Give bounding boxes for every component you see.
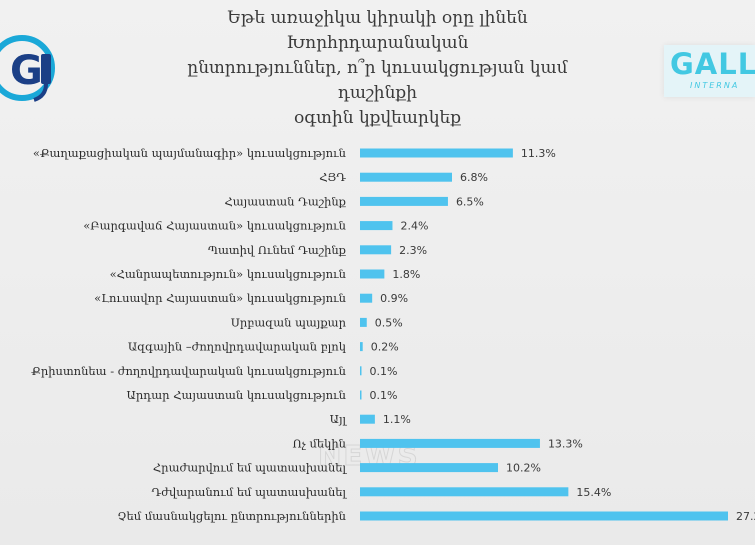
logo-mic-arc — [33, 83, 48, 102]
bar — [360, 269, 385, 279]
bar — [360, 390, 362, 400]
title-line-2: ընտրություններ, ո՞ր կուսակցության կամ դա… — [187, 58, 568, 103]
gallup-logo: GALL INTERNA — [664, 45, 755, 97]
value-label: 2.4% — [400, 220, 428, 233]
value-label: 0.1% — [370, 389, 398, 402]
category-label: Ազգային –ժողովրդավարական բլոկ — [128, 340, 346, 354]
bar — [360, 221, 393, 231]
value-label: 27.2% — [736, 510, 755, 523]
bar — [360, 438, 540, 448]
category-label: ՀՅԴ — [319, 170, 346, 184]
category-label: Չեմ մասնակցելու ընտրություններին — [117, 509, 346, 523]
bar — [360, 293, 373, 303]
chart-title: Եթե առաջիկա կիրակի օրը լինեն Խորհրդարանա… — [150, 6, 605, 131]
bar — [360, 487, 569, 497]
category-label: Քրիստոնեա - ժողովրդավարական կուսակցությո… — [31, 364, 346, 378]
bar — [360, 172, 452, 182]
bar — [360, 245, 392, 255]
category-label: Այլ — [330, 412, 348, 426]
value-label: 13.3% — [548, 437, 583, 450]
bar — [360, 196, 448, 206]
category-label: Ոչ մեկին — [292, 436, 346, 450]
value-label: 0.5% — [375, 316, 403, 329]
logo-bar — [41, 54, 51, 84]
category-label: «Լուսավոր Հայաստան» կուսակցություն — [94, 291, 346, 305]
value-label: 11.3% — [521, 147, 556, 160]
bar — [360, 511, 728, 521]
gallup-logo-word: GALL — [670, 47, 755, 81]
category-label: Դժվարանում եմ պատասխանել — [152, 485, 348, 499]
value-label: 6.5% — [456, 195, 484, 208]
value-label: 15.4% — [576, 486, 611, 499]
gi-logo: G — [0, 35, 55, 102]
category-label: «Հանրապետություն» կուսակցություն — [110, 267, 346, 281]
logo-letter: G — [10, 48, 43, 94]
category-label: «Քաղաքացիական պայմանագիր» կուսակցություն — [33, 146, 346, 160]
value-label: 1.1% — [383, 413, 411, 426]
category-label: Պատիվ Ունեմ Դաշինք — [208, 243, 347, 257]
gallup-logo-sub: INTERNA — [690, 81, 740, 90]
bar — [360, 148, 513, 158]
title-line-3: օգտին կքվեարկեք — [293, 108, 462, 128]
category-label: Սրբազան պայքար — [231, 315, 347, 329]
category-label: Հայաստան Դաշինք — [225, 194, 347, 208]
logo-ring — [0, 35, 55, 101]
category-label: Հրաժարվում եմ պատասխանել — [153, 461, 348, 475]
bar — [360, 342, 363, 352]
value-label: 2.3% — [399, 244, 427, 257]
value-label: 10.2% — [506, 462, 541, 475]
bar — [360, 463, 498, 473]
value-label: 0.2% — [371, 341, 399, 354]
bar — [360, 366, 362, 376]
value-label: 0.1% — [370, 365, 398, 378]
bar — [360, 317, 367, 327]
bar — [360, 414, 375, 424]
category-label: Արդար Հայաստան կուսակցություն — [127, 388, 346, 402]
category-label: «Բարգավաճ Հայաստան» կուսակցություն — [83, 219, 346, 233]
value-label: 6.8% — [460, 171, 488, 184]
value-label: 0.9% — [380, 292, 408, 305]
title-line-1: Եթե առաջիկա կիրակի օրը լինեն Խորհրդարանա… — [227, 8, 528, 53]
value-label: 1.8% — [392, 268, 420, 281]
